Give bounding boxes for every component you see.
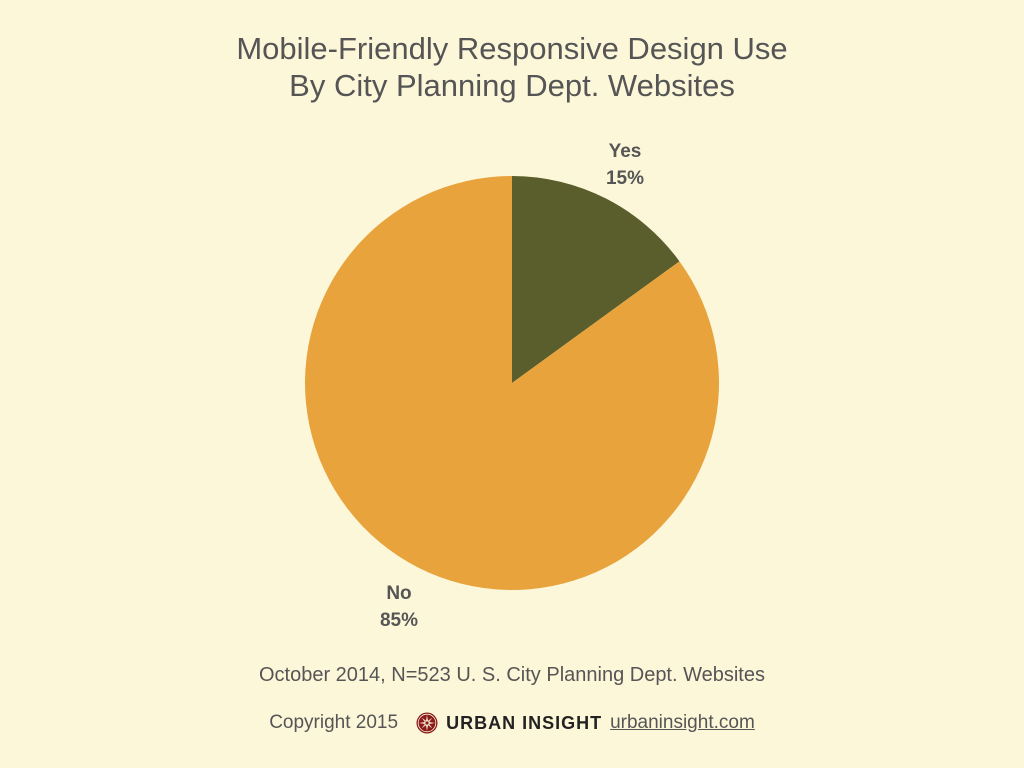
footer: Copyright 2015 URBAN INSIGHT urbaninsigh… xyxy=(0,712,1024,734)
slice-label-no: No xyxy=(386,583,411,604)
pie-slice-no xyxy=(304,176,719,590)
chart-title-line-2: By City Planning Dept. Websites xyxy=(289,68,735,103)
chart-title-line-1: Mobile-Friendly Responsive Design Use xyxy=(236,31,788,66)
slice-value-yes: 15% xyxy=(606,168,644,189)
slice-label-yes: Yes xyxy=(609,141,642,162)
copyright-text: Copyright 2015 xyxy=(269,712,399,733)
slice-value-no: 85% xyxy=(380,610,418,631)
compass-rose-icon xyxy=(416,712,438,734)
site-link[interactable]: urbaninsight.com xyxy=(610,712,755,733)
brand-name: URBAN INSIGHT xyxy=(446,712,603,733)
pie-slice-yes xyxy=(512,176,680,383)
source-note: October 2014, N=523 U. S. City Planning … xyxy=(258,664,765,686)
chart-title: Mobile-Friendly Responsive Design Use By… xyxy=(0,30,1024,104)
